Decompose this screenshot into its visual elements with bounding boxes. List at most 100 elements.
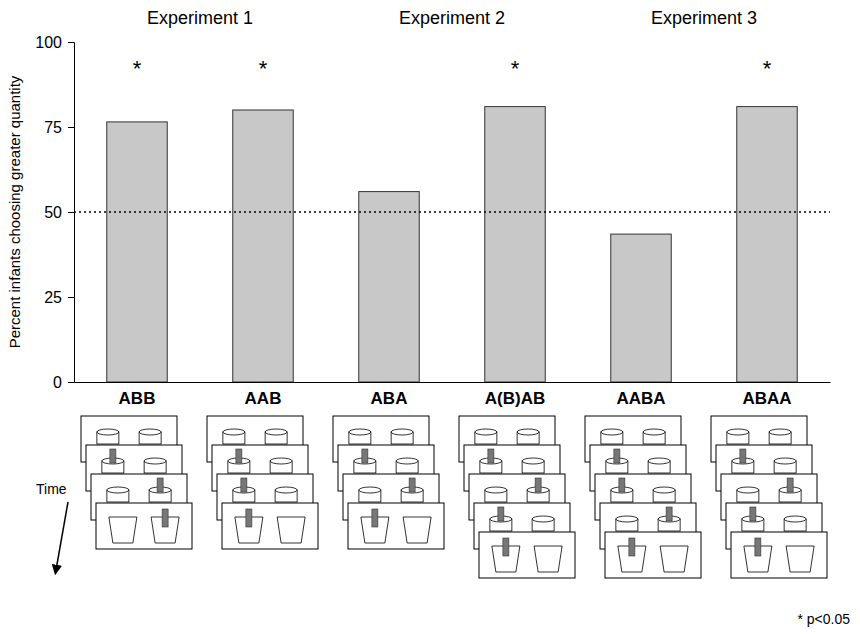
group-label: Experiment 2 bbox=[399, 8, 505, 28]
y-tick: 50 bbox=[44, 204, 74, 221]
cup-top bbox=[784, 516, 806, 522]
bar bbox=[359, 192, 419, 382]
cup-top bbox=[475, 429, 497, 435]
cup-top bbox=[391, 429, 413, 435]
bars bbox=[74, 107, 830, 382]
cup-top bbox=[774, 458, 796, 464]
y-tick: 75 bbox=[44, 119, 74, 136]
bar bbox=[611, 234, 671, 382]
frame-box bbox=[605, 532, 701, 578]
category-label: ABAA bbox=[742, 389, 791, 408]
significance-marker: * bbox=[511, 56, 520, 81]
y-tick-label: 50 bbox=[44, 204, 62, 221]
category-label: ABB bbox=[119, 389, 156, 408]
frame-box bbox=[731, 532, 827, 578]
cracker bbox=[535, 478, 541, 492]
frame bbox=[96, 503, 192, 549]
cracker bbox=[750, 507, 756, 521]
bar bbox=[107, 122, 167, 382]
cup-top bbox=[107, 487, 129, 493]
x-tick: AABA bbox=[616, 382, 665, 408]
cracker bbox=[755, 538, 761, 556]
bar bbox=[485, 107, 545, 382]
cup-top bbox=[359, 487, 381, 493]
final-cup bbox=[277, 517, 305, 543]
final-cup bbox=[403, 517, 431, 543]
cup-top bbox=[223, 429, 245, 435]
cracker bbox=[619, 478, 625, 492]
y-tick-mark bbox=[68, 382, 74, 383]
cracker bbox=[614, 449, 620, 463]
category-label: ABA bbox=[371, 389, 408, 408]
chance-line bbox=[74, 211, 830, 212]
cup-top bbox=[485, 487, 507, 493]
final-cup bbox=[109, 517, 137, 543]
cup-top bbox=[349, 429, 371, 435]
y-axis: 0 25 50 75 100 bbox=[35, 34, 74, 391]
y-tick: 0 bbox=[53, 374, 74, 391]
final-cup bbox=[660, 546, 688, 572]
cracker bbox=[110, 449, 116, 463]
x-tick: ABA bbox=[371, 382, 408, 408]
frame bbox=[222, 503, 318, 549]
cup-top bbox=[643, 429, 665, 435]
cracker bbox=[498, 507, 504, 521]
cup-top bbox=[396, 458, 418, 464]
frame bbox=[479, 532, 575, 578]
cracker bbox=[236, 449, 242, 463]
cup-top bbox=[769, 429, 791, 435]
cup-top bbox=[144, 458, 166, 464]
cup-top bbox=[653, 487, 675, 493]
cup-top bbox=[601, 429, 623, 435]
cracker bbox=[162, 509, 168, 527]
category-label: A(B)AB bbox=[485, 389, 545, 408]
cracker bbox=[372, 509, 378, 527]
frame-box bbox=[479, 532, 575, 578]
y-axis-line bbox=[68, 43, 75, 383]
y-tick-mark bbox=[68, 212, 74, 213]
y-tick-label: 0 bbox=[53, 374, 62, 391]
category-label: AAB bbox=[245, 389, 282, 408]
cup-top bbox=[737, 487, 759, 493]
cracker bbox=[503, 538, 509, 556]
cracker bbox=[787, 478, 793, 492]
y-tick: 25 bbox=[44, 289, 74, 306]
footnote: * p<0.05 bbox=[797, 611, 850, 627]
x-axis: ABB AAB ABA A(B)AB AABA ABAA bbox=[75, 382, 831, 408]
time-label: Time bbox=[36, 481, 67, 497]
category-label: AABA bbox=[616, 389, 665, 408]
cup-top bbox=[275, 487, 297, 493]
cup-top bbox=[97, 429, 119, 435]
frame-box bbox=[348, 503, 444, 549]
schematics bbox=[81, 416, 827, 578]
cup-top bbox=[648, 458, 670, 464]
y-tick-mark bbox=[68, 42, 74, 43]
y-tick-mark bbox=[68, 297, 74, 298]
significance-marker: * bbox=[133, 56, 142, 81]
frame bbox=[731, 532, 827, 578]
x-tick: ABAA bbox=[742, 382, 791, 408]
cup-top bbox=[616, 516, 638, 522]
cup-top bbox=[727, 429, 749, 435]
y-tick-label: 75 bbox=[44, 119, 62, 136]
cup-top bbox=[517, 429, 539, 435]
cup-top bbox=[270, 458, 292, 464]
frame-box bbox=[96, 503, 192, 549]
group-label: Experiment 3 bbox=[651, 8, 757, 28]
y-tick-mark bbox=[68, 127, 74, 128]
cup-top bbox=[522, 458, 544, 464]
y-axis-title: Percent infants choosing greater quantit… bbox=[6, 75, 23, 348]
x-tick: A(B)AB bbox=[485, 382, 545, 408]
cracker bbox=[740, 449, 746, 463]
cracker bbox=[666, 507, 672, 521]
cracker bbox=[157, 478, 163, 492]
cracker bbox=[488, 449, 494, 463]
bar bbox=[233, 110, 293, 382]
y-tick: 100 bbox=[35, 34, 74, 51]
cup-top bbox=[532, 516, 554, 522]
time-arrow bbox=[56, 502, 68, 570]
x-tick: ABB bbox=[119, 382, 156, 408]
bar bbox=[737, 107, 797, 382]
frame bbox=[605, 532, 701, 578]
y-tick-label: 100 bbox=[35, 34, 62, 51]
